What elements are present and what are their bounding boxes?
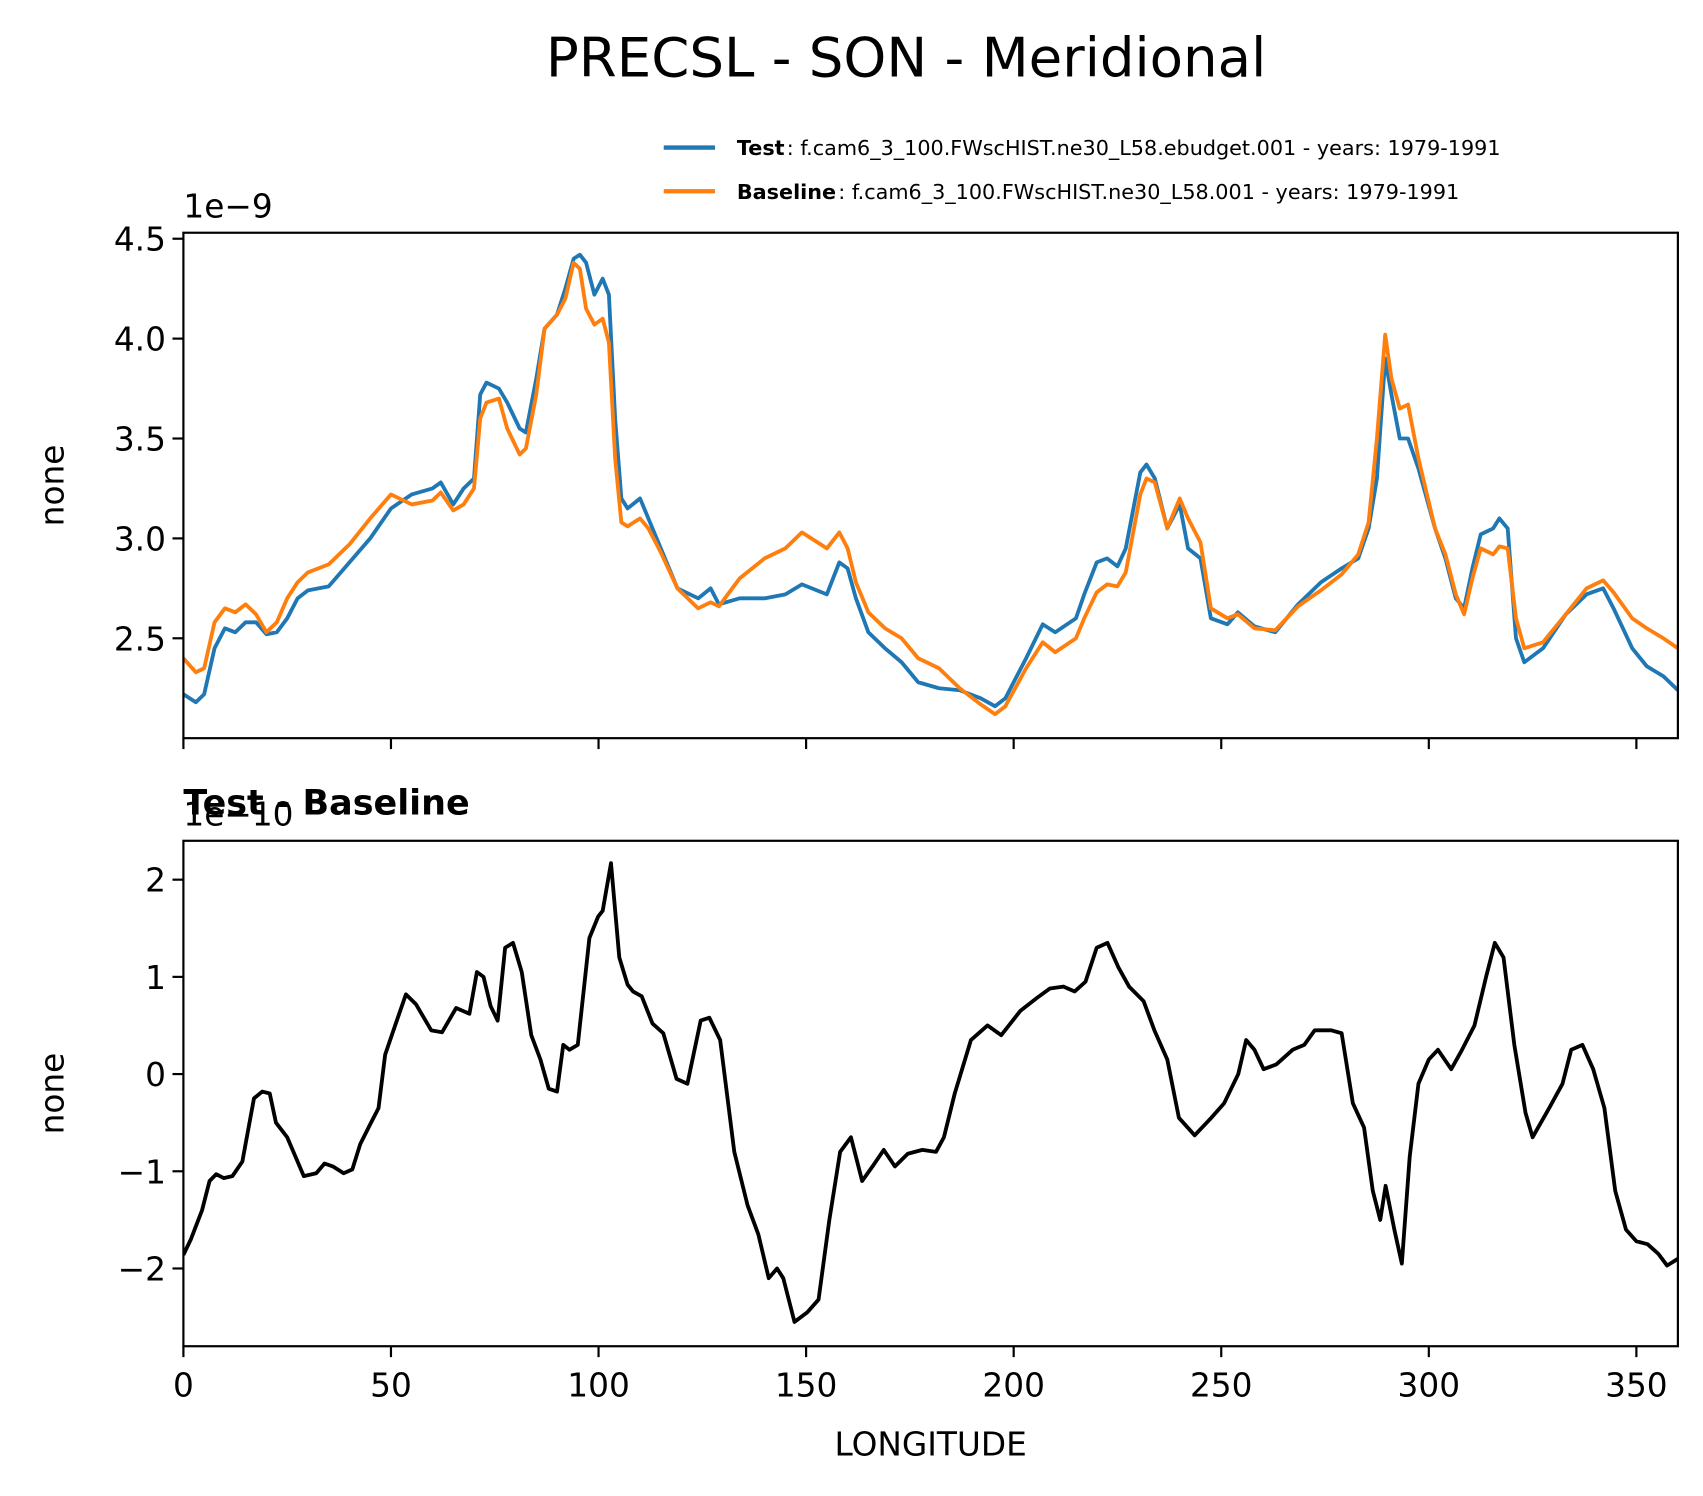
x-tick-label: 0 <box>173 1366 194 1404</box>
y-tick-label: 4.5 <box>114 221 166 259</box>
legend-name: Baseline <box>737 180 836 204</box>
data-line <box>183 252 1678 709</box>
x-tick-label: 50 <box>370 1366 412 1404</box>
y-tick-label: 3.5 <box>114 421 166 459</box>
data-line <box>183 861 1678 1324</box>
x-tick-label: 300 <box>1398 1366 1461 1404</box>
data-line <box>183 260 1678 717</box>
legend-name: Test <box>737 136 785 160</box>
y-tick-label: 4.0 <box>114 321 166 359</box>
legend-label: : f.cam6_3_100.FWscHIST.ne30_L58.ebudget… <box>787 136 1501 161</box>
x-tick-label: 100 <box>567 1366 630 1404</box>
x-tick-label: 200 <box>982 1366 1045 1404</box>
x-tick-label: 150 <box>775 1366 838 1404</box>
legend-label: : f.cam6_3_100.FWscHIST.ne30_L58.001 - y… <box>838 180 1459 205</box>
figure-title: PRECSL - SON - Meridional <box>546 26 1266 90</box>
axes-frame <box>182 839 1679 1348</box>
y-tick-label: 1 <box>145 959 166 997</box>
y-tick-label: 2.5 <box>114 620 166 658</box>
x-tick-label: 250 <box>1190 1366 1253 1404</box>
x-axis-label: LONGITUDE <box>835 1425 1027 1463</box>
y-tick-label: 2 <box>145 862 166 900</box>
y-tick-label: −2 <box>118 1250 166 1288</box>
y-axis-label: none <box>33 445 71 527</box>
y-tick-label: 0 <box>145 1056 166 1094</box>
axes-title: Test - Baseline <box>183 784 469 824</box>
y-axis-label: none <box>33 1053 71 1135</box>
y-tick-label: −1 <box>118 1153 166 1191</box>
x-tick-label: 350 <box>1605 1366 1668 1404</box>
offset-text: 1e−9 <box>183 187 272 225</box>
y-tick-label: 3.0 <box>114 520 166 558</box>
axes-frame <box>182 231 1679 740</box>
offset-text: 1e−10 <box>183 796 293 834</box>
